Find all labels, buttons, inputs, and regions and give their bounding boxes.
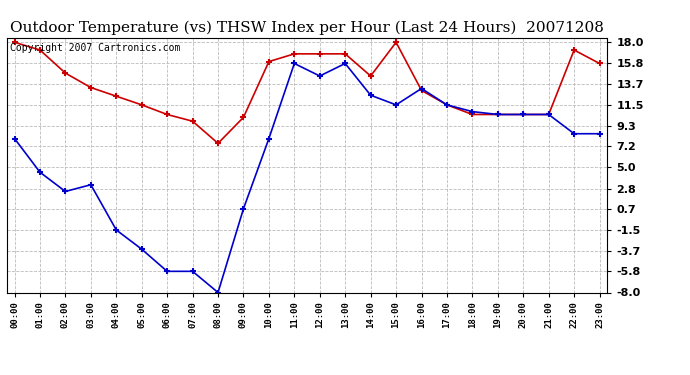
- Text: Copyright 2007 Cartronics.com: Copyright 2007 Cartronics.com: [10, 43, 180, 52]
- Title: Outdoor Temperature (vs) THSW Index per Hour (Last 24 Hours)  20071208: Outdoor Temperature (vs) THSW Index per …: [10, 21, 604, 35]
